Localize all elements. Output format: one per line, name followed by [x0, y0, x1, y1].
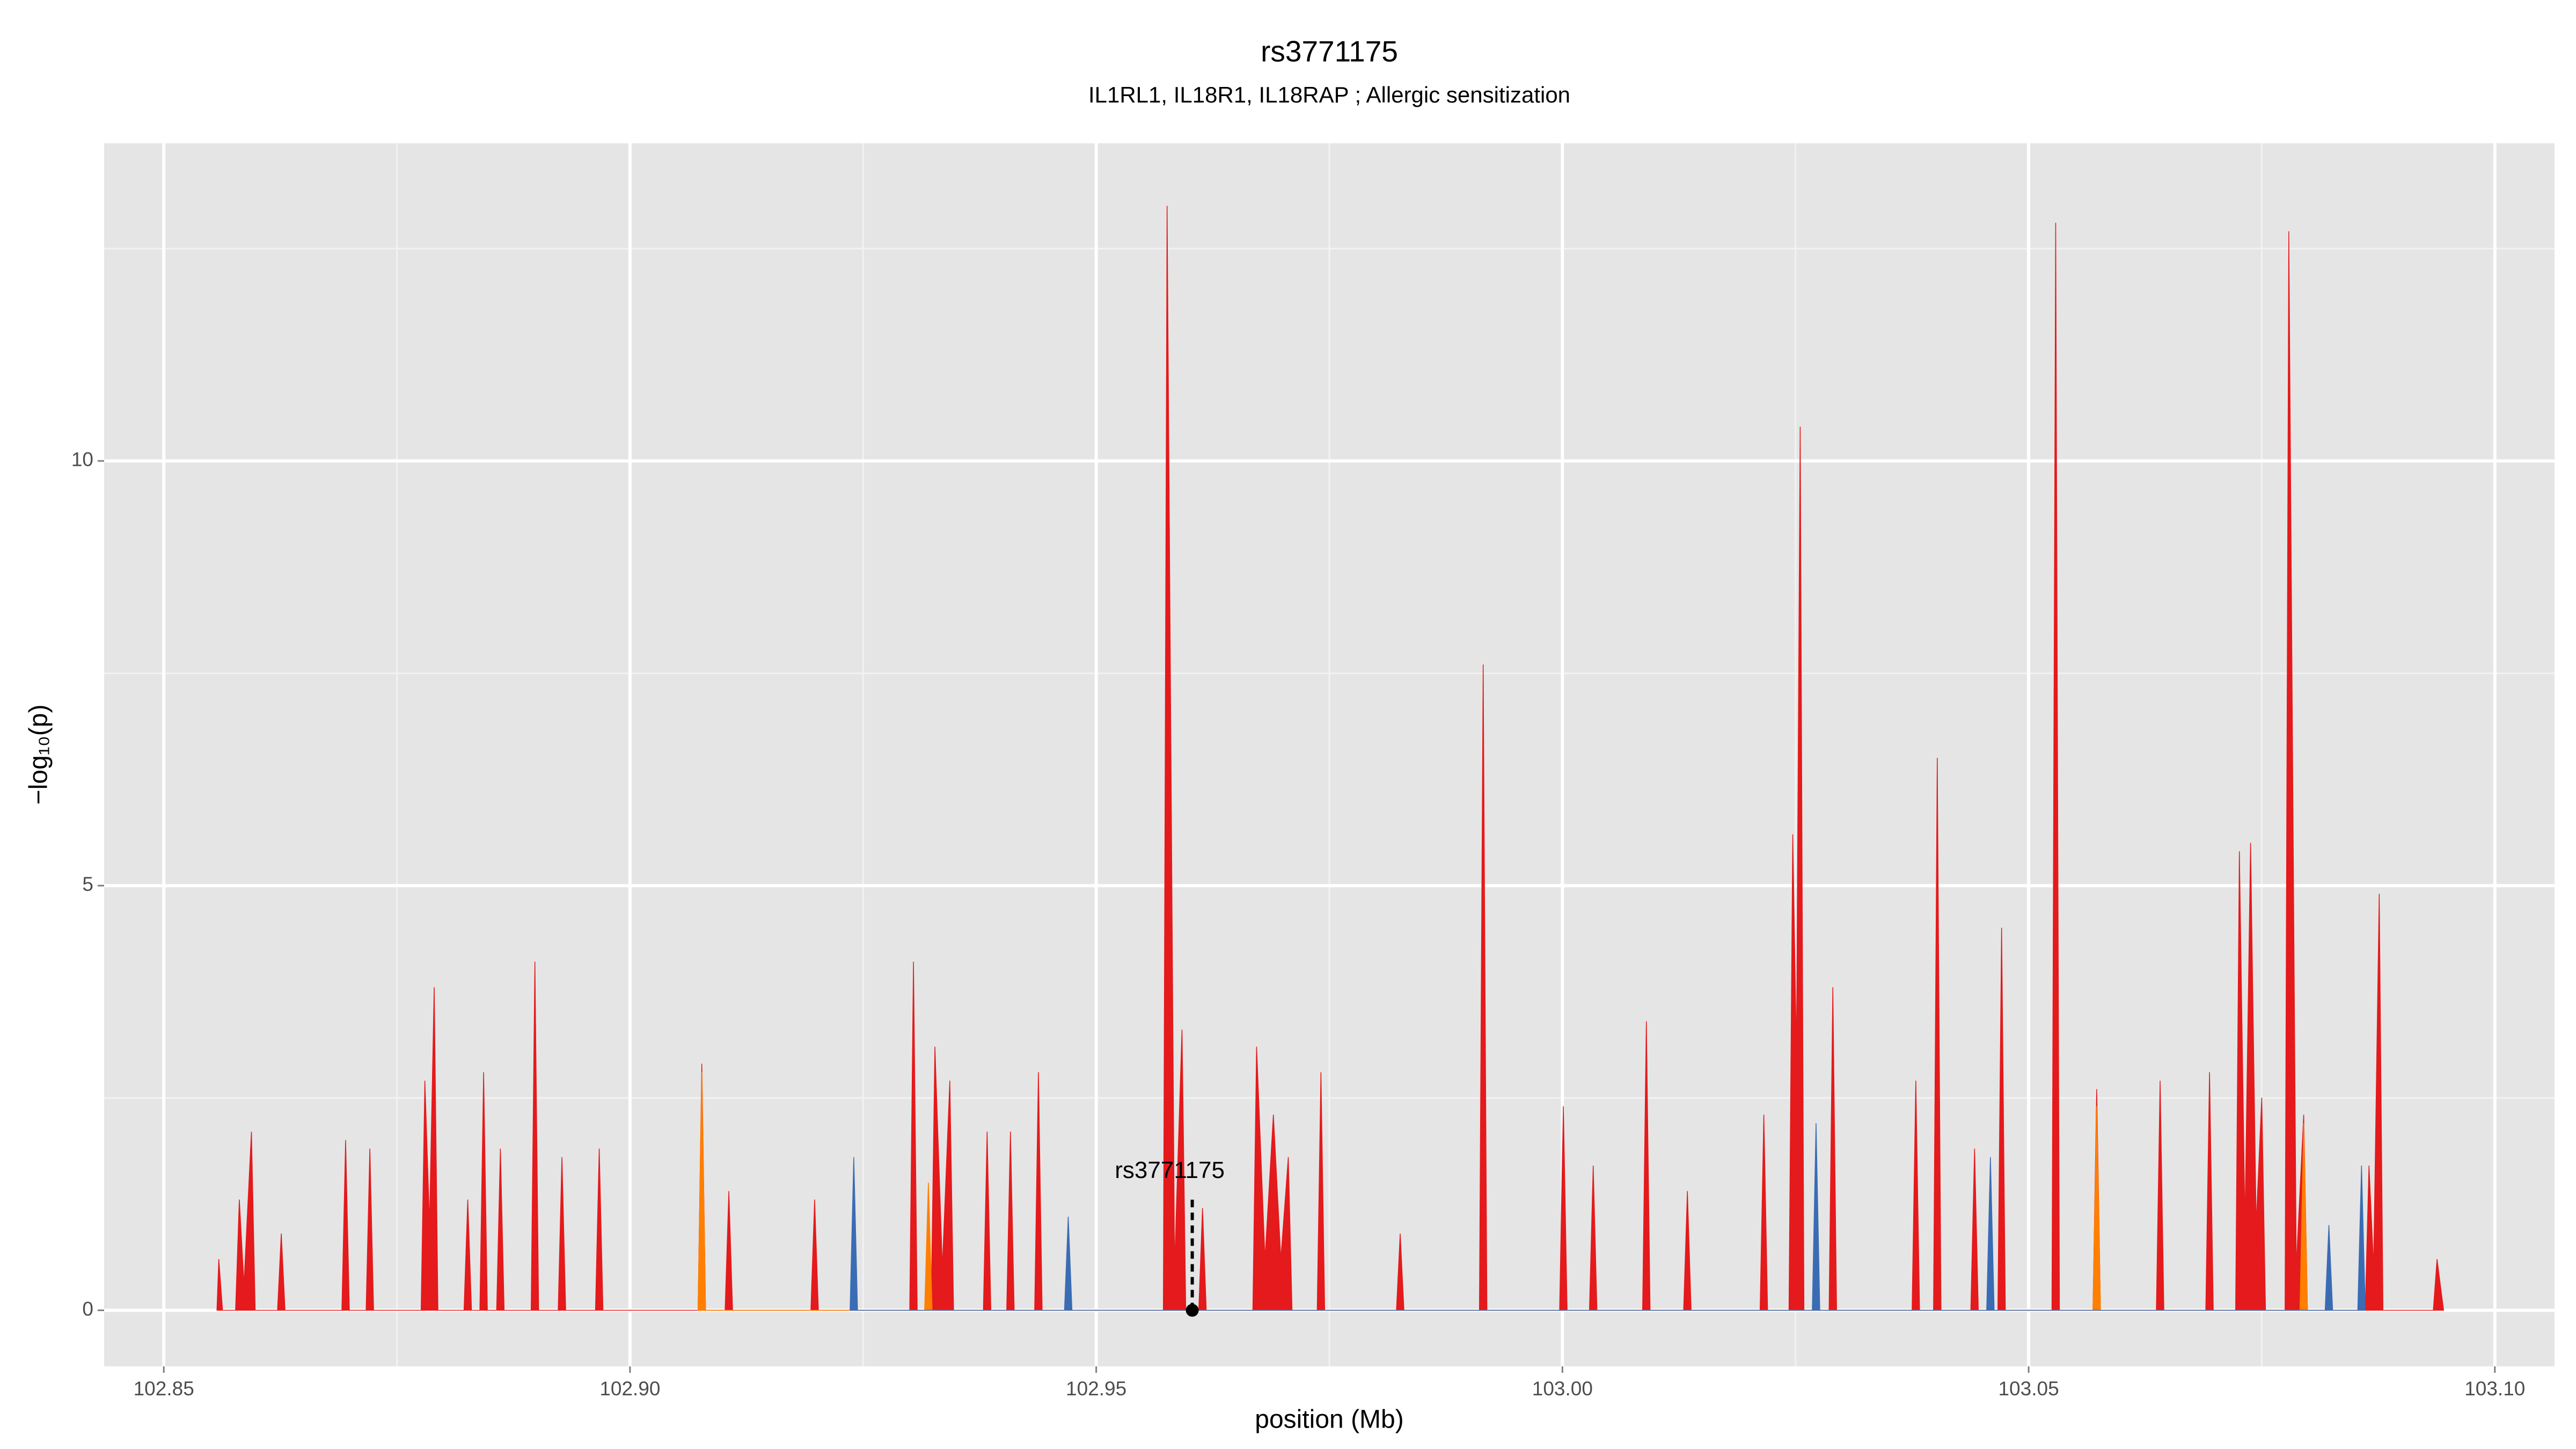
y-tick-label: 5: [82, 873, 93, 895]
x-axis-title: position (Mb): [1255, 1406, 1403, 1434]
x-tick-label: 102.85: [134, 1378, 194, 1400]
area-series: [850, 1123, 2366, 1311]
x-tick-label: 102.90: [599, 1378, 660, 1400]
y-tick-label: 10: [71, 449, 93, 471]
x-tick-label: 103.10: [2464, 1378, 2525, 1400]
x-tick-label: 103.05: [1998, 1378, 2059, 1400]
x-tick-label: 102.95: [1066, 1378, 1126, 1400]
y-axis-title: −log₁₀(p): [25, 705, 53, 805]
chart-title: rs3771175: [1261, 35, 1398, 68]
y-tick-label: 0: [82, 1298, 93, 1320]
annotation-label: rs3771175: [1115, 1157, 1225, 1183]
x-tick-label: 103.00: [1532, 1378, 1593, 1400]
chart-subtitle: IL1RL1, IL18R1, IL18RAP ; Allergic sensi…: [1088, 82, 1570, 107]
annotation-point: [1185, 1304, 1199, 1317]
